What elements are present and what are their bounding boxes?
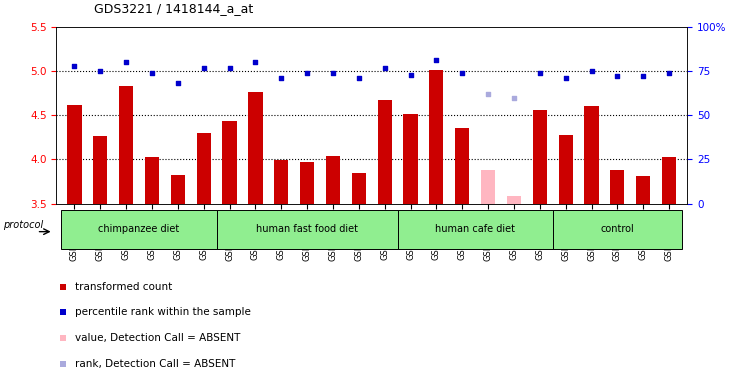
Bar bbox=[62, 210, 216, 249]
Point bbox=[56, 335, 68, 341]
Point bbox=[301, 70, 313, 76]
Bar bbox=[68, 106, 82, 204]
Text: transformed count: transformed count bbox=[75, 282, 172, 292]
Bar bbox=[222, 121, 237, 204]
Text: GDS3221 / 1418144_a_at: GDS3221 / 1418144_a_at bbox=[94, 2, 253, 15]
Bar bbox=[249, 92, 263, 204]
Point bbox=[430, 57, 442, 63]
Point bbox=[276, 75, 288, 81]
Point bbox=[56, 361, 68, 367]
Point bbox=[456, 70, 468, 76]
Bar bbox=[455, 129, 469, 204]
Point bbox=[172, 80, 184, 86]
Point bbox=[68, 63, 80, 69]
Bar bbox=[507, 197, 521, 204]
Point bbox=[120, 59, 132, 65]
Point bbox=[379, 65, 391, 71]
Point bbox=[482, 91, 494, 97]
Bar bbox=[197, 133, 211, 204]
Bar bbox=[553, 210, 682, 249]
Point bbox=[534, 70, 546, 76]
Point bbox=[56, 284, 68, 290]
Text: value, Detection Call = ABSENT: value, Detection Call = ABSENT bbox=[75, 333, 240, 343]
Point bbox=[559, 75, 572, 81]
Text: human fast food diet: human fast food diet bbox=[256, 224, 358, 235]
Bar bbox=[378, 100, 392, 204]
Point bbox=[663, 70, 675, 76]
Bar bbox=[326, 156, 340, 204]
Point bbox=[586, 68, 598, 74]
Text: rank, Detection Call = ABSENT: rank, Detection Call = ABSENT bbox=[75, 359, 235, 369]
Point bbox=[353, 75, 365, 81]
Point bbox=[249, 59, 261, 65]
Point bbox=[56, 309, 68, 315]
Point bbox=[146, 70, 158, 76]
Point bbox=[611, 73, 623, 79]
Bar bbox=[351, 174, 366, 204]
Bar bbox=[119, 86, 133, 204]
Bar bbox=[584, 106, 599, 204]
Point bbox=[637, 73, 649, 79]
Bar bbox=[611, 170, 625, 204]
Bar bbox=[559, 135, 573, 204]
Point bbox=[224, 65, 236, 71]
Bar bbox=[636, 176, 650, 204]
Text: human cafe diet: human cafe diet bbox=[435, 224, 515, 235]
Bar bbox=[93, 136, 107, 204]
Bar bbox=[216, 210, 397, 249]
Point bbox=[405, 71, 417, 78]
Bar bbox=[662, 157, 676, 204]
Text: chimpanzee diet: chimpanzee diet bbox=[98, 224, 179, 235]
Bar bbox=[145, 157, 159, 204]
Text: control: control bbox=[601, 224, 635, 235]
Point bbox=[508, 94, 520, 101]
Text: protocol: protocol bbox=[3, 220, 43, 230]
Bar bbox=[274, 160, 288, 204]
Point bbox=[95, 68, 107, 74]
Bar bbox=[403, 114, 418, 204]
Bar bbox=[430, 70, 444, 204]
Bar bbox=[300, 162, 314, 204]
Bar bbox=[397, 210, 553, 249]
Point bbox=[198, 65, 210, 71]
Bar bbox=[532, 110, 547, 204]
Bar bbox=[170, 175, 185, 204]
Text: percentile rank within the sample: percentile rank within the sample bbox=[75, 307, 251, 317]
Bar bbox=[481, 170, 495, 204]
Point bbox=[327, 70, 339, 76]
